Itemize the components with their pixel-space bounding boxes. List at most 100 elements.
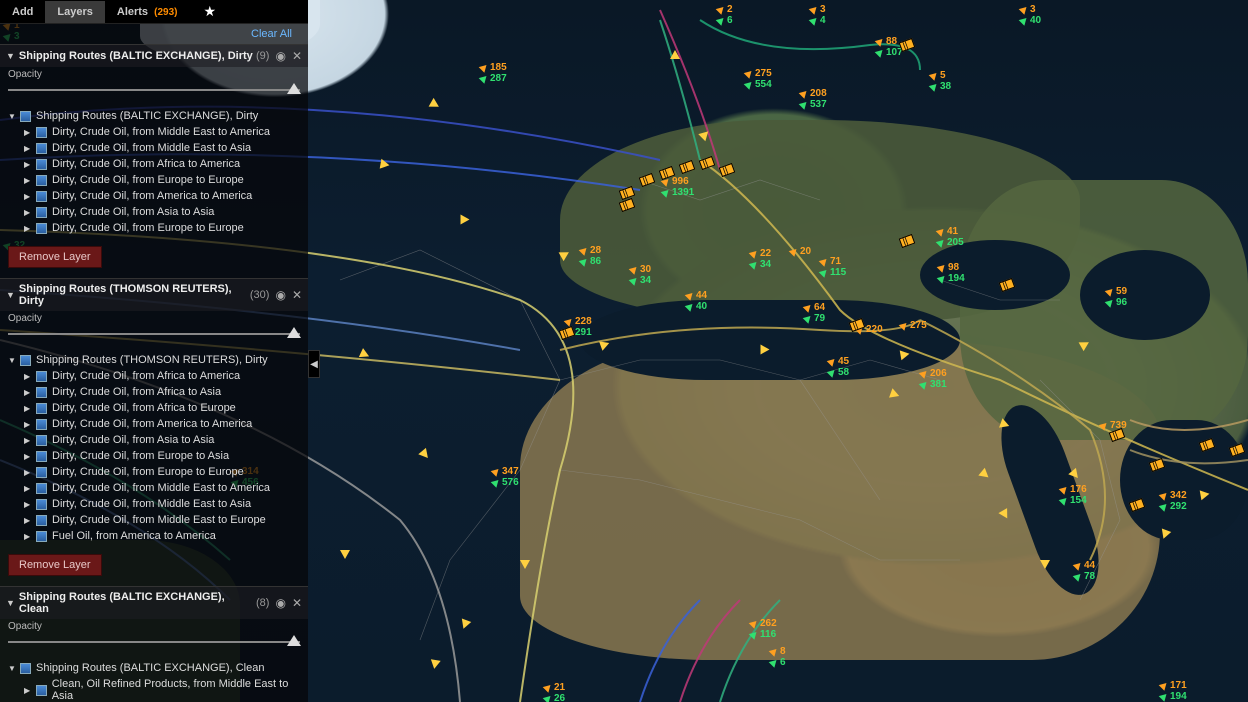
tree-item[interactable]: ▶ Clean, Oil Refined Products, from Midd… (8, 676, 308, 702)
checkbox[interactable] (36, 191, 47, 202)
checkbox[interactable] (36, 531, 47, 542)
tree-root[interactable]: ▼ Shipping Routes (THOMSON REUTERS), Dir… (8, 352, 308, 368)
tree-item[interactable]: ▶ Dirty, Crude Oil, from Europe to Europ… (8, 172, 308, 188)
caret-icon[interactable]: ▼ (6, 290, 15, 300)
caret-icon[interactable]: ▼ (6, 598, 15, 608)
sidebar-collapse-handle[interactable]: ◀ (308, 350, 320, 378)
opacity-label: Opacity (0, 619, 308, 632)
direction-arrow-icon (380, 159, 391, 170)
opacity-slider[interactable] (8, 80, 300, 100)
tree-item-label: Fuel Oil, from America to America (52, 530, 216, 542)
remove-layer-button[interactable]: Remove Layer (8, 554, 102, 576)
close-icon[interactable]: ✕ (292, 49, 302, 63)
caret-icon[interactable]: ▶ (24, 144, 34, 153)
checkbox[interactable] (36, 387, 47, 398)
sea-black (920, 240, 1070, 310)
tree-item[interactable]: ▶ Dirty, Crude Oil, from America to Amer… (8, 188, 308, 204)
tab-layers[interactable]: Layers (45, 1, 104, 23)
tree-item-label: Dirty, Crude Oil, from Middle East to Am… (52, 482, 270, 494)
checkbox[interactable] (36, 175, 47, 186)
layer-tree: ▼ Shipping Routes (THOMSON REUTERS), Dir… (0, 350, 308, 550)
favorites-icon[interactable]: ★ (193, 3, 226, 20)
checkbox[interactable] (36, 403, 47, 414)
caret-icon[interactable]: ▶ (24, 516, 34, 525)
layer-group-header[interactable]: ▼ Shipping Routes (BALTIC EXCHANGE), Dir… (0, 45, 308, 67)
checkbox[interactable] (36, 435, 47, 446)
tab-alerts[interactable]: Alerts (293) (105, 1, 190, 23)
checkbox[interactable] (36, 685, 47, 696)
caret-icon[interactable]: ▶ (24, 420, 34, 429)
caret-icon[interactable]: ▼ (6, 51, 15, 61)
caret-icon[interactable]: ▶ (24, 404, 34, 413)
tree-item[interactable]: ▶ Dirty, Crude Oil, from Asia to Asia (8, 432, 308, 448)
caret-icon[interactable]: ▶ (24, 436, 34, 445)
checkbox[interactable] (36, 515, 47, 526)
caret-icon[interactable]: ▶ (24, 208, 34, 217)
caret-icon[interactable]: ▶ (24, 500, 34, 509)
tree-item[interactable]: ▶ Dirty, Crude Oil, from Middle East to … (8, 512, 308, 528)
clear-all-link[interactable]: Clear All (0, 24, 308, 44)
caret-icon[interactable]: ▼ (8, 356, 18, 365)
caret-icon[interactable]: ▶ (24, 176, 34, 185)
tree-root[interactable]: ▼ Shipping Routes (BALTIC EXCHANGE), Cle… (8, 660, 308, 676)
tree-item[interactable]: ▶ Dirty, Crude Oil, from Middle East to … (8, 496, 308, 512)
checkbox[interactable] (36, 223, 47, 234)
visibility-icon[interactable]: ◉ (275, 49, 285, 63)
checkbox[interactable] (36, 207, 47, 218)
tree-item[interactable]: ▶ Dirty, Crude Oil, from America to Amer… (8, 416, 308, 432)
layer-group-title: Shipping Routes (THOMSON REUTERS), Dirty (19, 283, 247, 307)
tab-add[interactable]: Add (0, 1, 45, 23)
checkbox[interactable] (20, 663, 31, 674)
tree-item[interactable]: ▶ Dirty, Crude Oil, from Middle East to … (8, 124, 308, 140)
tree-item[interactable]: ▶ Dirty, Crude Oil, from Africa to Europ… (8, 400, 308, 416)
opacity-slider[interactable] (8, 632, 300, 652)
caret-icon[interactable]: ▶ (24, 224, 34, 233)
caret-icon[interactable]: ▶ (24, 160, 34, 169)
caret-icon[interactable]: ▶ (24, 468, 34, 477)
tree-item[interactable]: ▶ Dirty, Crude Oil, from Middle East to … (8, 480, 308, 496)
panel-tabs: Add Layers Alerts (293) ★ (0, 0, 308, 24)
tree-item[interactable]: ▶ Dirty, Crude Oil, from Middle East to … (8, 140, 308, 156)
tree-item[interactable]: ▶ Dirty, Crude Oil, from Asia to Asia (8, 204, 308, 220)
checkbox[interactable] (36, 159, 47, 170)
layer-group-header[interactable]: ▼ Shipping Routes (BALTIC EXCHANGE), Cle… (0, 587, 308, 619)
visibility-icon[interactable]: ◉ (275, 288, 285, 302)
checkbox[interactable] (36, 419, 47, 430)
checkbox[interactable] (36, 143, 47, 154)
opacity-slider[interactable] (8, 324, 300, 344)
tree-item[interactable]: ▶ Dirty, Crude Oil, from Africa to Asia (8, 384, 308, 400)
tree-root[interactable]: ▼ Shipping Routes (BALTIC EXCHANGE), Dir… (8, 108, 308, 124)
caret-icon[interactable]: ▶ (24, 192, 34, 201)
caret-icon[interactable]: ▶ (24, 452, 34, 461)
caret-icon[interactable]: ▶ (24, 372, 34, 381)
checkbox[interactable] (36, 451, 47, 462)
close-icon[interactable]: ✕ (292, 596, 302, 610)
caret-icon[interactable]: ▶ (24, 532, 34, 541)
checkbox[interactable] (36, 371, 47, 382)
layer-group-title: Shipping Routes (BALTIC EXCHANGE), Clean (19, 591, 253, 615)
tree-item[interactable]: ▶ Fuel Oil, from America to America (8, 528, 308, 544)
caret-icon[interactable]: ▼ (8, 664, 18, 673)
remove-layer-button[interactable]: Remove Layer (8, 246, 102, 268)
checkbox[interactable] (36, 467, 47, 478)
close-icon[interactable]: ✕ (292, 288, 302, 302)
tree-item[interactable]: ▶ Dirty, Crude Oil, from Europe to Europ… (8, 464, 308, 480)
layer-group-header[interactable]: ▼ Shipping Routes (THOMSON REUTERS), Dir… (0, 279, 308, 311)
tree-root-label: Shipping Routes (THOMSON REUTERS), Dirty (36, 354, 268, 366)
checkbox[interactable] (36, 499, 47, 510)
checkbox[interactable] (20, 355, 31, 366)
tree-item[interactable]: ▶ Dirty, Crude Oil, from Africa to Ameri… (8, 368, 308, 384)
caret-icon[interactable]: ▶ (24, 128, 34, 137)
tree-item[interactable]: ▶ Dirty, Crude Oil, from Africa to Ameri… (8, 156, 308, 172)
caret-icon[interactable]: ▶ (24, 388, 34, 397)
checkbox[interactable] (36, 483, 47, 494)
tree-item[interactable]: ▶ Dirty, Crude Oil, from Europe to Asia (8, 448, 308, 464)
checkbox[interactable] (36, 127, 47, 138)
caret-icon[interactable]: ▶ (24, 484, 34, 493)
caret-icon[interactable]: ▼ (8, 112, 18, 121)
caret-icon[interactable]: ▶ (24, 686, 34, 695)
tree-item-label: Dirty, Crude Oil, from Europe to Europe (52, 174, 244, 186)
checkbox[interactable] (20, 111, 31, 122)
visibility-icon[interactable]: ◉ (275, 596, 285, 610)
tree-item[interactable]: ▶ Dirty, Crude Oil, from Europe to Europ… (8, 220, 308, 236)
